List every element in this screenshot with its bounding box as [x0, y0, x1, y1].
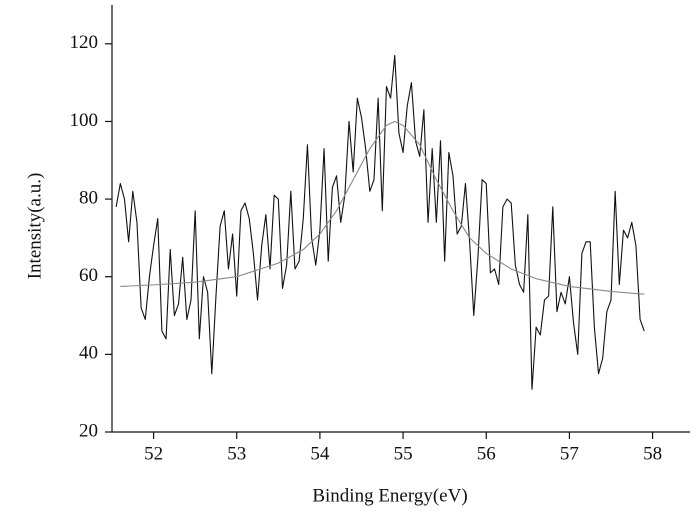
x-tick-label: 53 [227, 443, 246, 464]
y-tick-label: 20 [79, 420, 98, 441]
y-tick-label: 40 [79, 343, 98, 364]
axes [111, 5, 690, 433]
x-axis-title: Binding Energy(eV) [312, 485, 467, 506]
x-tick-label: 52 [144, 443, 163, 464]
x-tick-label: 54 [310, 443, 330, 464]
y-tick-label: 120 [70, 32, 99, 53]
data-line [115, 54, 645, 390]
y-tick-label: 80 [79, 187, 98, 208]
y-tick-label: 60 [79, 265, 98, 286]
x-tick-label: 57 [560, 443, 579, 464]
y-tick-label: 100 [70, 110, 99, 131]
x-tick-label: 56 [477, 443, 496, 464]
data-line [120, 120, 645, 295]
x-tick-label: 58 [643, 443, 662, 464]
y-axis-title: Intensity(a.u.) [24, 173, 45, 280]
x-tick-label: 55 [394, 443, 413, 464]
